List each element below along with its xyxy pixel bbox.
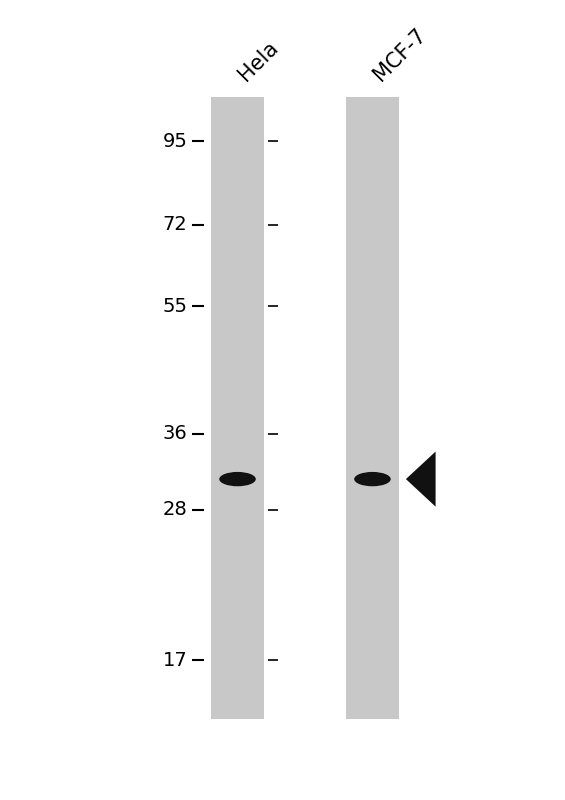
Text: 72: 72	[163, 215, 187, 234]
Text: 28: 28	[163, 500, 187, 519]
Bar	[211, 97, 264, 719]
Ellipse shape	[354, 472, 391, 486]
Text: 95: 95	[162, 132, 187, 150]
Polygon shape	[406, 451, 436, 506]
Text: MCF-7: MCF-7	[370, 25, 430, 85]
Ellipse shape	[219, 472, 256, 486]
Bar	[346, 97, 399, 719]
Text: Hela: Hela	[234, 38, 282, 85]
Text: 17: 17	[163, 651, 187, 670]
Text: 36: 36	[163, 425, 187, 443]
Text: 55: 55	[162, 297, 187, 316]
